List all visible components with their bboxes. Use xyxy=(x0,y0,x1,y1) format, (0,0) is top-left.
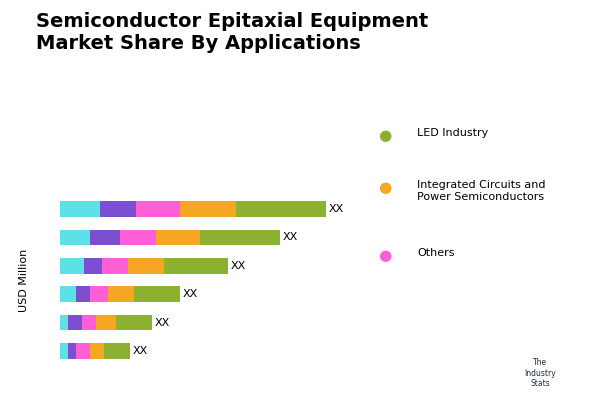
Text: USD Million: USD Million xyxy=(19,248,29,312)
Bar xyxy=(128,258,164,274)
Text: XX: XX xyxy=(283,232,298,242)
Text: ●: ● xyxy=(378,180,391,195)
Bar xyxy=(96,315,116,330)
Text: Semiconductor Epitaxial Equipment
Market Share By Applications: Semiconductor Epitaxial Equipment Market… xyxy=(36,12,428,53)
Bar xyxy=(90,230,120,245)
Bar xyxy=(76,343,90,359)
Bar xyxy=(180,201,236,217)
Text: ●: ● xyxy=(378,248,391,263)
Text: XX: XX xyxy=(231,261,246,271)
Bar xyxy=(104,343,130,359)
Text: The
Industry
Stats: The Industry Stats xyxy=(524,358,556,388)
Bar xyxy=(164,258,228,274)
Text: XX: XX xyxy=(329,204,344,214)
Bar xyxy=(60,315,68,330)
Text: XX: XX xyxy=(133,346,148,356)
Text: XX: XX xyxy=(155,318,170,328)
Bar xyxy=(200,230,280,245)
Bar xyxy=(84,258,102,274)
Bar xyxy=(60,343,68,359)
Bar xyxy=(76,286,90,302)
Bar xyxy=(60,201,100,217)
Text: LED Industry: LED Industry xyxy=(417,128,488,138)
Bar xyxy=(82,315,96,330)
Bar xyxy=(60,230,90,245)
Bar xyxy=(134,286,180,302)
Bar xyxy=(90,343,104,359)
Bar xyxy=(236,201,326,217)
Text: Others: Others xyxy=(417,248,455,258)
Text: Integrated Circuits and
Power Semiconductors: Integrated Circuits and Power Semiconduc… xyxy=(417,180,545,202)
Text: ●: ● xyxy=(378,128,391,143)
Bar xyxy=(108,286,134,302)
Bar xyxy=(116,315,152,330)
Bar xyxy=(102,258,128,274)
Bar xyxy=(68,315,82,330)
Text: XX: XX xyxy=(183,289,198,299)
Bar xyxy=(90,286,108,302)
Bar xyxy=(68,343,76,359)
Bar xyxy=(120,230,156,245)
Bar xyxy=(60,286,76,302)
Bar xyxy=(60,258,84,274)
Bar xyxy=(136,201,180,217)
Bar xyxy=(100,201,136,217)
Bar xyxy=(156,230,200,245)
